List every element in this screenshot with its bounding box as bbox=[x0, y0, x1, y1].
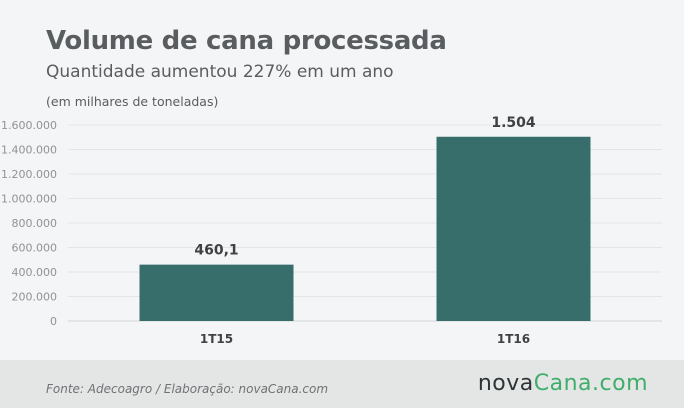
logo-tld: .com bbox=[592, 371, 648, 396]
y-tick-label: 1.600.000 bbox=[1, 119, 57, 132]
y-tick-label: 200.000 bbox=[12, 291, 58, 304]
unit-note: (em milhares de toneladas) bbox=[46, 94, 219, 109]
novacana-logo: novaCana.com bbox=[478, 371, 648, 396]
logo-main: nova bbox=[477, 371, 534, 396]
data-labels: 460,1 1.504 bbox=[194, 115, 536, 259]
source-note: Fonte: Adecoagro / Elaboração: novaCana.… bbox=[46, 382, 329, 396]
footer: Fonte: Adecoagro / Elaboração: novaCana.… bbox=[0, 360, 684, 408]
y-axis-ticks: 0 200.000 400.000 600.000 800.000 1.000.000 1.… bbox=[1, 119, 57, 328]
x-tick-label: 1T15 bbox=[200, 332, 233, 346]
data-label: 1.504 bbox=[491, 115, 536, 131]
chart-title: Volume de cana processada bbox=[46, 26, 447, 56]
y-tick-label: 400.000 bbox=[12, 266, 58, 279]
y-tick-label: 1.000.000 bbox=[1, 193, 57, 206]
bar bbox=[139, 264, 294, 321]
y-tick-label: 600.000 bbox=[12, 242, 58, 255]
bars bbox=[139, 136, 591, 321]
x-tick-label: 1T16 bbox=[497, 332, 530, 346]
x-axis-ticks: 1T15 1T16 bbox=[200, 332, 530, 346]
y-tick-label: 800.000 bbox=[12, 217, 58, 230]
y-tick-label: 1.200.000 bbox=[1, 168, 57, 181]
chart-subtitle: Quantidade aumentou 227% em um ano bbox=[46, 62, 394, 82]
data-label: 460,1 bbox=[194, 243, 238, 259]
y-tick-label: 1.400.000 bbox=[1, 144, 57, 157]
y-tick-label: 0 bbox=[50, 315, 57, 328]
bar bbox=[436, 136, 591, 321]
bar-chart: 0 200.000 400.000 600.000 800.000 1.000.000 1.… bbox=[1, 115, 662, 346]
logo-brand: Cana bbox=[533, 371, 593, 396]
